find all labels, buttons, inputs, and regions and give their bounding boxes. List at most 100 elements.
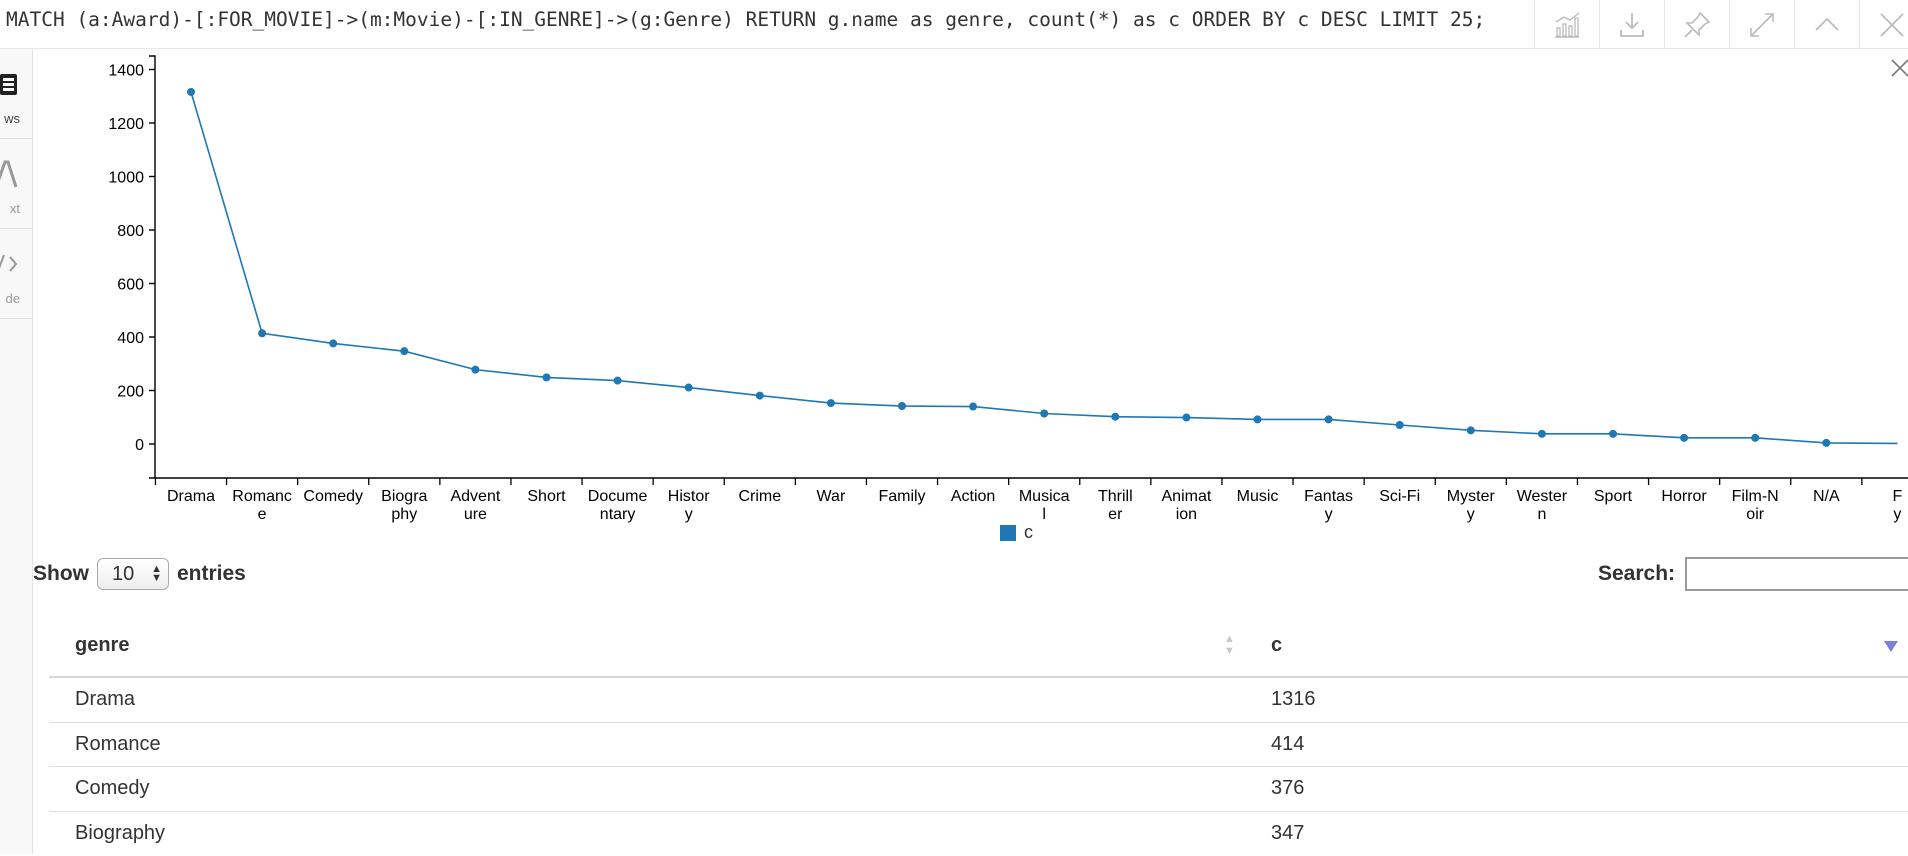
pin-button[interactable]: [1664, 0, 1729, 49]
cell-c: 1316: [1271, 688, 1316, 711]
data-point: [543, 373, 551, 381]
collapse-button[interactable]: [1794, 0, 1859, 49]
search-label: Search:: [1598, 562, 1675, 586]
data-point: [1325, 415, 1333, 423]
data-point: [1040, 410, 1048, 418]
expand-icon: [1747, 10, 1777, 40]
data-point: [1822, 439, 1830, 447]
column-header-c[interactable]: c: [1271, 634, 1282, 657]
series-line-c: [191, 92, 1897, 443]
table-row: Drama 1316: [49, 678, 1908, 723]
sort-desc-icon[interactable]: [1884, 641, 1898, 652]
data-point: [1751, 434, 1759, 442]
code-icon: [0, 249, 24, 279]
x-tick-label: Drama: [167, 488, 215, 505]
data-point: [187, 88, 195, 96]
view-text-tab[interactable]: xt: [0, 139, 33, 229]
x-tick-label: N/A: [1813, 488, 1840, 505]
y-tick-label: 0: [135, 437, 144, 454]
data-points: [187, 88, 1830, 447]
cell-genre: Biography: [75, 822, 165, 845]
x-tick-label: Comedy: [303, 488, 363, 505]
view-rows-tab[interactable]: ws: [0, 49, 33, 139]
data-point: [258, 329, 266, 337]
text-icon: [0, 159, 24, 189]
download-icon: [1617, 10, 1647, 40]
x-tick-label: Sport: [1594, 488, 1633, 505]
query-bar: MATCH (a:Award)-[:FOR_MOVIE]->(m:Movie)-…: [0, 0, 1908, 49]
table-search: Search:: [1598, 557, 1908, 591]
data-point: [827, 399, 835, 407]
table-row: Biography 347: [49, 812, 1908, 856]
pin-icon: [1682, 10, 1712, 40]
x-tick-label: Sci-Fi: [1379, 488, 1420, 505]
chart-legend: c: [1000, 522, 1033, 543]
chart-view-button[interactable]: [1534, 0, 1599, 49]
data-point: [471, 366, 479, 374]
data-point: [1467, 426, 1475, 434]
cell-c: 376: [1271, 777, 1304, 800]
expand-button[interactable]: [1729, 0, 1794, 49]
y-tick-label: 800: [117, 223, 144, 240]
data-point: [329, 339, 337, 347]
chart-icon: [1552, 10, 1582, 40]
table-header: genre ▲▼ c: [49, 615, 1908, 678]
column-header-genre[interactable]: genre: [75, 634, 129, 657]
cell-genre: Drama: [75, 688, 135, 711]
table-row: Comedy 376: [49, 767, 1908, 812]
x-tick-label: Crime: [738, 488, 781, 505]
page-length-control: Show 10 ▲▼ entries: [33, 558, 246, 590]
search-input[interactable]: [1685, 557, 1908, 591]
data-point: [685, 384, 693, 392]
cell-genre: Romance: [75, 733, 161, 756]
entries-label: entries: [177, 562, 246, 586]
chevron-up-icon: [1812, 10, 1842, 40]
y-tick-label: 1200: [108, 116, 144, 133]
query-text[interactable]: MATCH (a:Award)-[:FOR_MOVIE]->(m:Movie)-…: [6, 8, 1485, 31]
cell-c: 414: [1271, 733, 1304, 756]
table-row: Romance 414: [49, 723, 1908, 768]
view-text-label: xt: [10, 201, 20, 216]
data-point: [1111, 413, 1119, 421]
x-tick-label: Music: [1237, 488, 1279, 505]
data-point: [898, 402, 906, 410]
x-tick-label: Short: [527, 488, 566, 505]
data-point: [1609, 430, 1617, 438]
select-arrows-icon: ▲▼: [151, 565, 162, 583]
data-point: [614, 377, 622, 385]
data-point: [1538, 430, 1546, 438]
y-tick-label: 200: [117, 384, 144, 401]
x-tick-label: Horror: [1661, 488, 1707, 505]
view-code-tab[interactable]: de: [0, 229, 33, 319]
table-icon: [0, 69, 24, 99]
sort-both-icon[interactable]: ▲▼: [1224, 633, 1235, 657]
close-icon: [1877, 10, 1907, 40]
legend-label: c: [1024, 522, 1033, 543]
view-code-label: de: [6, 291, 20, 306]
y-tick-label: 400: [117, 330, 144, 347]
data-point: [1680, 434, 1688, 442]
x-tick-label: Family: [878, 488, 925, 505]
cell-c: 347: [1271, 822, 1304, 845]
show-label: Show: [33, 562, 89, 586]
cell-genre: Comedy: [75, 777, 149, 800]
data-point: [756, 392, 764, 400]
close-frame-button[interactable]: [1859, 0, 1908, 49]
page-length-select[interactable]: 10 ▲▼: [97, 558, 169, 590]
y-tick-label: 1000: [108, 170, 144, 187]
results-table: genre ▲▼ c Drama 1316 Romance 414 Comedy…: [49, 615, 1908, 856]
download-button[interactable]: [1599, 0, 1664, 49]
view-rows-label: ws: [4, 111, 20, 126]
